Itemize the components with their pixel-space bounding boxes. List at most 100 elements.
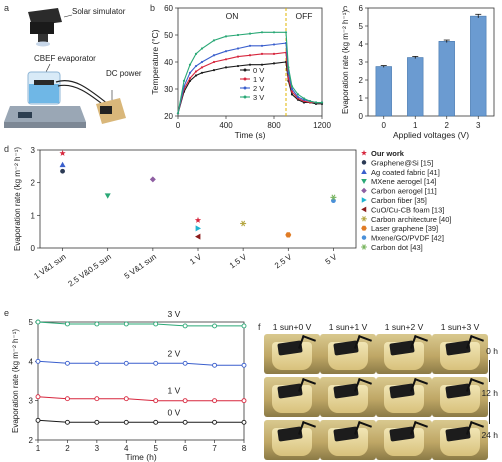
photo-3v-24h: [432, 420, 488, 460]
series-label-e: 1 V: [167, 386, 180, 396]
y-tick-label-e: 5: [29, 318, 34, 327]
data-point-e: [94, 360, 100, 366]
data-point-e: [153, 321, 159, 327]
photo-2v-0h: [376, 334, 432, 374]
row-label-24h: 24 h: [481, 430, 498, 440]
legend-marker-b: [243, 86, 247, 90]
x-tick-label-d: 1 V: [188, 252, 204, 267]
legend-label-d: Carbon architecture [40]: [371, 215, 451, 224]
data-point-b: [284, 31, 288, 34]
data-point-b: [236, 64, 240, 68]
y-tick-label-d: 3: [31, 146, 36, 155]
data-point-b: [296, 96, 300, 99]
data-point-b: [188, 79, 192, 82]
data-point-d: [330, 194, 337, 201]
data-point-e: [94, 321, 100, 327]
x-tick-label-b: 800: [267, 121, 281, 130]
series-label-e: 3 V: [167, 309, 180, 319]
photo-2v-24h: [376, 420, 432, 460]
data-point-d: [195, 225, 201, 232]
panel-b-temperature-chart: b 20 30 40 50 60 0 400 800 1200 Time (s) Temperatu…: [150, 3, 331, 140]
data-point-e: [123, 321, 129, 327]
x-tick-label-d: 1.5 V: [228, 252, 249, 270]
legend-label-b: 3 V: [253, 93, 264, 102]
y-tick-label-b: 40: [164, 58, 173, 67]
column-label-3v: 1 sun+3 V: [440, 322, 480, 332]
asterisk-stroke: [331, 194, 336, 201]
legend-marker-b: [243, 95, 247, 99]
panel-letter-b: b: [150, 3, 155, 13]
x-tick-label-b: 400: [219, 121, 233, 130]
data-point-e: [35, 358, 41, 364]
data-point-d: [60, 168, 65, 174]
legend-marker-d: [361, 187, 367, 194]
bar-0: [375, 66, 392, 117]
photo-1v-24h: [320, 420, 376, 460]
photo-1v-12h: [320, 377, 376, 417]
series-line-e-0V: [37, 419, 244, 423]
data-point-b: [194, 74, 198, 77]
data-point-b: [248, 32, 252, 35]
y-tick-label-b: 60: [164, 4, 173, 13]
legend-marker-d: [361, 169, 367, 175]
data-point-b: [290, 90, 294, 93]
x-tick-label-d: 5 V: [324, 252, 340, 267]
data-point-b: [224, 35, 228, 38]
data-point-b: [248, 44, 252, 47]
data-point-b: [194, 52, 198, 56]
x-tick-label-c: 0: [382, 121, 387, 130]
y-tick-label-b: 20: [164, 112, 173, 121]
y-tick-label-b: 30: [164, 85, 173, 94]
data-point-b: [260, 63, 264, 66]
y-tick-label-c: 6: [359, 4, 364, 13]
data-point-e: [212, 398, 218, 404]
y-tick-label-e: 2: [29, 436, 34, 445]
series-label-e: 0 V: [167, 407, 180, 417]
data-point-e: [64, 321, 70, 327]
series-line-e-3V: [37, 321, 244, 327]
legend-label-d: Ag coated fabric [41]: [371, 168, 440, 177]
column-label-1v: 1 sun+1 V: [328, 322, 368, 332]
data-point-e: [153, 398, 159, 404]
legend-marker-d: [361, 206, 367, 213]
annotation-off: OFF: [296, 11, 313, 21]
y-tick-label-c: 0: [359, 112, 364, 121]
data-point-b: [290, 93, 294, 96]
data-point-b: [176, 112, 180, 115]
x-tick-label-c: 2: [445, 121, 450, 130]
data-point-b: [272, 31, 276, 34]
x-tick-label-b: 0: [176, 121, 181, 130]
panel-c-bar-chart: c 0 1 2 3 4 5 6 0 1 2 3 Applied voltages (V) Evapora…: [341, 3, 495, 140]
data-point-e: [64, 419, 70, 425]
data-point-b: [194, 64, 198, 68]
y-tick-label-b: 50: [164, 31, 173, 40]
series-label-e: 2 V: [167, 348, 180, 358]
cbef-evaporator-label: CBEF evaporator: [34, 54, 96, 63]
legend-label-b: 1 V: [253, 75, 264, 84]
asterisk-stroke: [241, 220, 246, 227]
data-point-e: [212, 362, 218, 368]
data-point-b: [287, 66, 290, 69]
data-point-e: [182, 419, 188, 425]
data-point-b: [308, 100, 312, 103]
data-point-e: [241, 419, 247, 425]
y-tick-label-d: 1: [31, 211, 36, 220]
data-point-b: [212, 60, 216, 64]
legend-label-d: CuO/Cu-CB foam [13]: [371, 205, 444, 214]
data-point-d: [194, 216, 202, 223]
solar-simulator-label: Solar simulator: [72, 7, 126, 16]
data-point-e: [123, 396, 129, 402]
column-label-2v: 1 sun+2 V: [384, 322, 424, 332]
data-point-b: [212, 54, 216, 57]
photo-2v-12h: [376, 377, 432, 417]
legend-label-d: Carbon dot [43]: [371, 243, 423, 252]
time-arrow-1: [489, 360, 490, 382]
data-point-d: [59, 150, 66, 156]
x-tick-label-e: 3: [95, 444, 100, 453]
y-tick-label-e: 3: [29, 397, 34, 406]
time-arrow-2: [489, 402, 490, 424]
dc-power-illustration: [96, 98, 126, 124]
data-point-b: [248, 54, 252, 57]
column-label-0v: 1 sun+0 V: [272, 322, 312, 332]
